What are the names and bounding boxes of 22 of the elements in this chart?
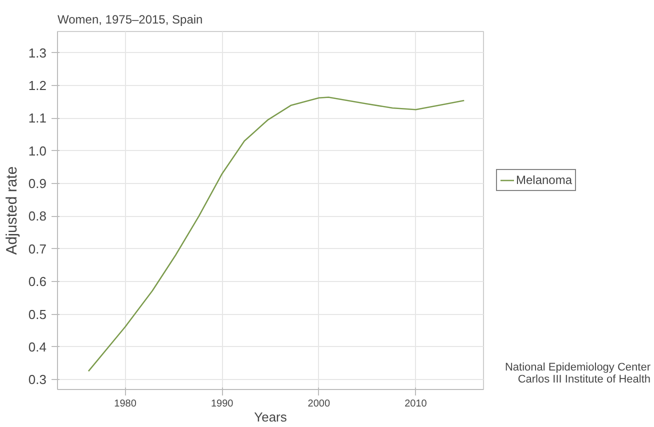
y-tick-label: 0.8	[28, 208, 47, 224]
y-tick-label: 0.3	[28, 372, 47, 388]
y-tick-label: 1.1	[28, 110, 47, 126]
x-tick-label: 2010	[404, 398, 428, 410]
x-axis-title: Years	[254, 410, 288, 424]
y-tick-label: 0.6	[28, 274, 47, 290]
x-tick-label: 1980	[114, 398, 137, 410]
legend-label: Melanoma	[516, 173, 572, 187]
y-axis-title: Adjusted rate	[3, 166, 20, 255]
line-series	[88, 96, 465, 372]
x-tick-label: 2000	[308, 398, 330, 410]
y-tick-label: 0.4	[28, 340, 47, 354]
x-tick-label: 1990	[210, 398, 234, 410]
y-tick-label: 0.9	[28, 176, 47, 192]
text: National Epidemiology Center	[504, 362, 651, 374]
y-tick-label: 1.0	[28, 143, 47, 158]
y-tick-label: 0.7	[28, 241, 47, 256]
text: Carlos III Institute of Health	[518, 374, 650, 386]
y-tick-label: 1.2	[28, 78, 47, 93]
y-tick-label: 1.3	[28, 45, 47, 60]
y-tick-label: 0.5	[28, 306, 47, 322]
chart-title: Women, 1975–2015, Spain	[58, 12, 203, 26]
